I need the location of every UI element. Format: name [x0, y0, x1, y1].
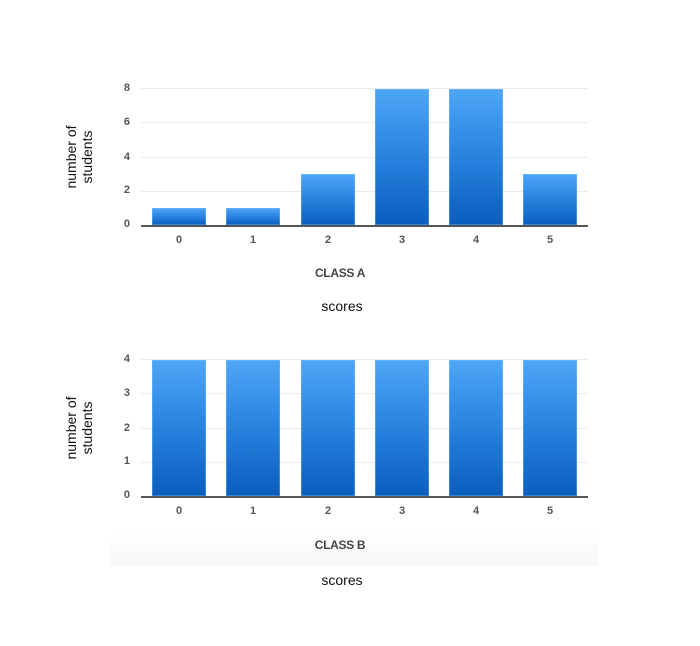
gridline — [141, 191, 588, 192]
plot-area — [141, 88, 588, 228]
x-tick: 0 — [175, 505, 183, 517]
gridline — [141, 88, 588, 89]
chart-title-class-b: CLASS B — [314, 538, 366, 552]
gridline — [141, 122, 588, 123]
bar-score-4 — [449, 89, 503, 225]
x-tick: 5 — [546, 505, 554, 517]
y-tick: 4 — [123, 151, 130, 163]
y-tick: 0 — [123, 489, 130, 501]
y-axis-label-line2: students — [79, 401, 95, 455]
x-tick: 3 — [398, 505, 406, 517]
chart-class-a: number of students 8 6 4 2 0 0 1 2 3 4 5… — [63, 82, 588, 314]
x-tick: 2 — [324, 234, 332, 246]
x-tick: 2 — [324, 505, 332, 517]
bar-score-0 — [152, 208, 206, 225]
y-axis-label-line1: number of — [63, 396, 79, 460]
bar-score-3 — [375, 360, 429, 496]
x-tick: 5 — [546, 234, 554, 246]
y-tick: 8 — [123, 82, 130, 94]
bar-score-0 — [152, 360, 206, 496]
y-tick: 3 — [123, 387, 130, 399]
x-axis-label: scores — [321, 572, 363, 588]
x-tick: 3 — [398, 234, 406, 246]
y-tick: 2 — [123, 422, 130, 434]
bar-score-1 — [226, 208, 280, 225]
title-band — [110, 532, 598, 566]
bar-score-1 — [226, 360, 280, 496]
y-tick: 0 — [123, 218, 130, 230]
y-tick: 1 — [123, 455, 130, 467]
gridline — [141, 393, 588, 394]
bar-score-5 — [523, 174, 577, 225]
gridline — [141, 428, 588, 429]
gridline — [141, 359, 588, 360]
x-tick: 1 — [249, 505, 257, 517]
bar-score-3 — [375, 89, 429, 225]
bar-score-2 — [301, 174, 355, 225]
x-tick: 4 — [472, 505, 480, 517]
bar-score-5 — [523, 360, 577, 496]
x-tick: 1 — [249, 234, 257, 246]
y-tick: 2 — [123, 184, 130, 196]
x-axis-line — [141, 496, 588, 498]
gridline — [141, 157, 588, 158]
bar-score-4 — [449, 360, 503, 496]
bar-score-2 — [301, 360, 355, 496]
x-axis-label: scores — [321, 298, 363, 314]
chart-title-class-a: CLASS A — [314, 266, 366, 280]
plot-area — [141, 359, 588, 499]
x-tick: 4 — [472, 234, 480, 246]
x-axis-line — [141, 225, 588, 227]
y-tick: 4 — [123, 353, 130, 365]
y-axis-label: number of students — [63, 368, 95, 488]
gridline — [141, 462, 588, 463]
y-tick: 6 — [123, 116, 130, 128]
x-tick: 0 — [175, 234, 183, 246]
